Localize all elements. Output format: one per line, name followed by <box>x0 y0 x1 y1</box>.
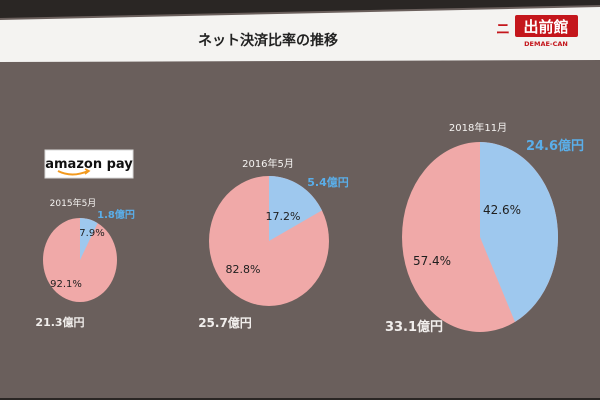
logo-brand-kanji: 出前館 <box>523 18 568 36</box>
online-percent-label: 17.2% <box>266 210 301 223</box>
amazon-pay-label: amazon pay <box>45 157 133 172</box>
total-amount-label: 21.3億円 <box>35 315 84 329</box>
pie-slice-online <box>480 142 558 322</box>
pie-period-label: 2015年5月 <box>50 197 97 209</box>
online-percent-label: 42.6% <box>483 203 521 217</box>
slide-title: ネット決済比率の推移 <box>198 32 338 49</box>
total-amount-label: 25.7億円 <box>198 315 252 330</box>
online-amount-label: 1.8億円 <box>97 208 135 221</box>
pie-period-label: 2016年5月 <box>242 157 294 170</box>
pie-period-label: 2018年11月 <box>449 121 507 134</box>
logo-brand-latin: DEMAE-CAN <box>524 40 568 48</box>
online-amount-label: 5.4億円 <box>307 175 349 189</box>
offline-percent-label: 57.4% <box>413 254 451 268</box>
online-percent-label: 7.9% <box>79 228 104 239</box>
amazon-smile-icon <box>57 170 89 176</box>
pie-slice-online <box>269 176 322 241</box>
online-amount-label: 24.6億円 <box>526 138 584 154</box>
offline-percent-label: 92.1% <box>50 279 82 290</box>
offline-percent-label: 82.8% <box>226 263 261 276</box>
title-band <box>0 7 600 62</box>
total-amount-label: 33.1億円 <box>385 319 443 335</box>
amazon-pay-badge: amazon pay <box>44 149 134 179</box>
pie-slice-online <box>80 218 98 260</box>
demae-can-logo: 出前館 DEMAE-CAN ニ <box>496 15 578 48</box>
logo-sub-mark: ニ <box>496 22 510 38</box>
